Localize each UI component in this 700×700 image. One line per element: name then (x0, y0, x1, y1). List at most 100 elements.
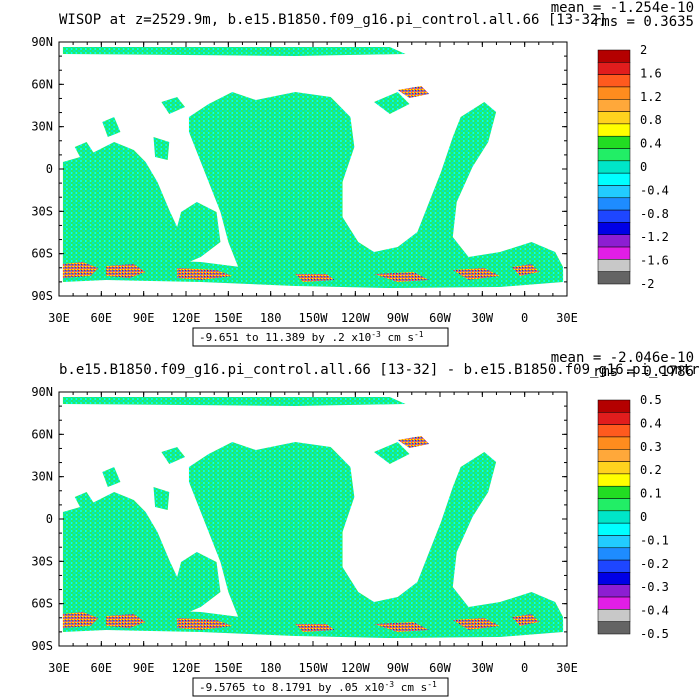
panel-1: WISOP at z=2529.9m, b.e15.B1850.f09_g16.… (31, 0, 694, 347)
y-tick-label: 0 (46, 512, 53, 526)
colorbar-swatch (597, 160, 631, 174)
colorbar-label: 0 (640, 160, 647, 174)
x-tick-label: 90W (387, 311, 409, 325)
range-box (192, 327, 449, 347)
x-tick-label: 180 (260, 661, 282, 675)
colorbar-swatch (597, 123, 631, 137)
colorbar-swatch (597, 596, 631, 610)
colorbar-swatch (597, 584, 631, 598)
colorbar-label: 0.5 (640, 393, 662, 407)
colorbar-swatch (597, 412, 631, 425)
x-tick-label: 30W (471, 311, 493, 325)
x-tick-label: 30W (471, 661, 493, 675)
colorbar-label: -1.2 (640, 230, 669, 244)
x-tick-label: 120W (341, 311, 371, 325)
x-tick-label: 60E (90, 661, 112, 675)
colorbar-label: -0.2 (640, 557, 669, 571)
x-tick-label: 120W (341, 661, 371, 675)
colorbar-label: -0.8 (640, 207, 669, 221)
colorbar-swatch (597, 246, 631, 260)
panel-title: b.e15.B1850.f09_g16.pi_control.all.66 [1… (59, 362, 700, 378)
panel-title: WISOP at z=2529.9m, b.e15.B1850.f09_g16.… (59, 12, 607, 28)
range-unit: cm s (381, 331, 414, 344)
x-tick-label: 0 (521, 661, 528, 675)
colorbar-swatch (597, 485, 631, 499)
x-tick-label: 90E (133, 311, 155, 325)
colorbar-label: 0.4 (640, 416, 662, 430)
y-tick-label: 30S (31, 554, 53, 568)
x-tick-label: 60W (429, 311, 451, 325)
colorbar-swatch (597, 222, 631, 235)
x-tick-label: 30E (48, 311, 70, 325)
colorbar-label: 0.3 (640, 440, 662, 454)
y-tick-label: 90N (31, 35, 53, 49)
colorbar-label: -0.3 (640, 580, 669, 594)
panel-2: b.e15.B1850.f09_g16.pi_control.all.66 [1… (31, 350, 700, 697)
colorbar-swatch (597, 522, 631, 536)
colorbar-swatch (597, 197, 631, 211)
colorbar-swatch (597, 559, 631, 573)
mean-stat: mean = -2.046e-10 (551, 350, 694, 366)
colorbar-swatch (597, 547, 631, 561)
y-tick-label: 90S (31, 639, 53, 653)
rms-stat: rms = 0.3635 (593, 14, 694, 30)
colorbar-label: -0.1 (640, 533, 669, 547)
colorbar-swatch (597, 449, 631, 462)
colorbar-swatch (597, 461, 631, 475)
y-tick-label: 60S (31, 597, 53, 611)
y-tick-label: 90N (31, 385, 53, 399)
colorbar-swatch (597, 424, 631, 438)
colorbar-swatch (597, 259, 631, 272)
range-unit: cm s (394, 681, 427, 694)
colorbar-label: 2 (640, 43, 647, 57)
colorbar-swatch (597, 209, 631, 223)
colorbar-swatch (597, 609, 631, 622)
colorbar-label: -2 (640, 277, 654, 291)
colorbar-swatch (597, 621, 631, 635)
x-tick-label: 150E (214, 311, 243, 325)
colorbar-swatch (597, 148, 631, 162)
colorbar-label: 1.6 (640, 66, 662, 80)
colorbar-swatch (597, 498, 631, 512)
x-tick-label: 150W (299, 311, 329, 325)
colorbar-swatch (597, 172, 631, 186)
x-tick-label: 60E (90, 311, 112, 325)
range-exp: -3 (371, 330, 381, 339)
colorbar-swatch (597, 572, 631, 585)
mean-stat: mean = -1.254e-10 (551, 0, 694, 16)
colorbar-swatch (597, 271, 631, 285)
x-tick-label: 30E (48, 661, 70, 675)
range-text: -9.5765 to 8.1791 by .05 x10-3 cm s-1 (199, 680, 437, 694)
colorbar-swatch (597, 99, 631, 112)
colorbar-label: 1.2 (640, 90, 662, 104)
range-unit-exp: -1 (427, 680, 437, 689)
colorbar-label: 0.8 (640, 113, 662, 127)
colorbar-swatch (597, 185, 631, 199)
x-tick-label: 120E (172, 311, 201, 325)
colorbar-label: 0 (640, 510, 647, 524)
colorbar-label: -0.5 (640, 627, 669, 641)
range-unit-exp: -1 (414, 330, 424, 339)
colorbar-swatch (597, 49, 631, 63)
colorbar-swatch (597, 510, 631, 524)
x-tick-label: 90W (387, 661, 409, 675)
y-tick-label: 0 (46, 162, 53, 176)
colorbar-label: 0.1 (640, 487, 662, 501)
colorbar-swatch (597, 111, 631, 125)
y-tick-label: 30S (31, 204, 53, 218)
x-tick-label: 180 (260, 311, 282, 325)
x-tick-label: 0 (521, 311, 528, 325)
colorbar-swatch (597, 86, 631, 100)
x-tick-label: 60W (429, 661, 451, 675)
colorbar-swatch (597, 74, 631, 88)
colorbar-swatch (597, 135, 631, 149)
colorbar-label: 0.4 (640, 137, 662, 151)
colorbar-swatch (597, 62, 631, 75)
x-tick-label: 150E (214, 661, 243, 675)
x-tick-label: 30E (556, 311, 578, 325)
range-exp: -3 (384, 680, 394, 689)
colorbar-swatch (597, 399, 631, 413)
y-tick-label: 30N (31, 120, 53, 134)
range-main: -9.651 to 11.389 by .2 x10 (199, 331, 371, 344)
